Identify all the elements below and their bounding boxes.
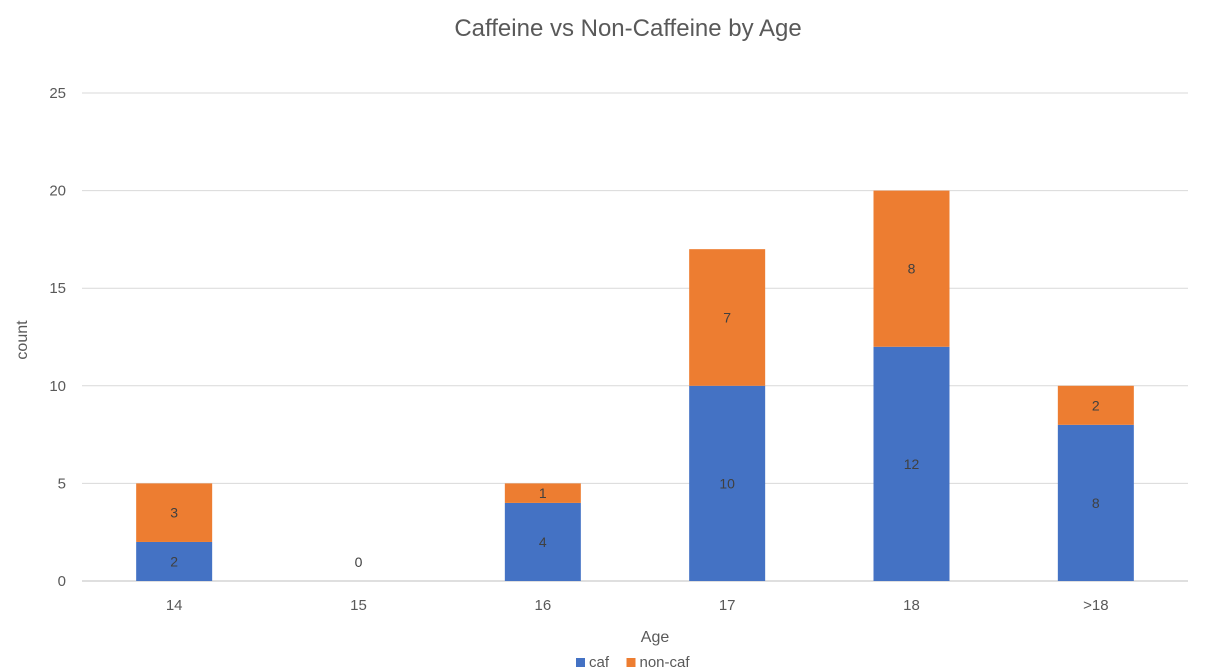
bars <box>136 190 1134 581</box>
bar-caf <box>689 385 766 581</box>
x-tick-label: >18 <box>1083 597 1108 614</box>
bar-caf <box>136 541 213 581</box>
legend-label: non-caf <box>640 654 691 671</box>
x-tick-label: 14 <box>166 597 183 614</box>
x-tick-label: 16 <box>534 597 551 614</box>
x-tick-label: 18 <box>903 597 920 614</box>
bar-non-caf <box>136 483 213 542</box>
legend-swatch-non-caf <box>626 658 636 667</box>
y-axis-ticks: 0 5 10 15 20 25 <box>49 85 66 590</box>
legend-swatch-caf <box>576 658 585 667</box>
y-axis-title: count <box>14 320 31 360</box>
y-tick-label: 20 <box>49 183 66 200</box>
bar-non-caf <box>873 190 950 347</box>
bar-caf <box>504 502 581 581</box>
y-tick-label: 15 <box>49 280 66 297</box>
bar-caf <box>873 346 950 581</box>
y-tick-label: 10 <box>49 378 66 395</box>
x-axis-ticks: 14 15 16 17 18 >18 <box>166 597 1109 614</box>
chart-title: Caffeine vs Non-Caffeine by Age <box>454 15 801 42</box>
y-tick-label: 0 <box>58 573 66 590</box>
bar-non-caf <box>689 249 766 386</box>
data-label: 0 <box>355 554 363 570</box>
data-label: 3 <box>170 505 178 521</box>
data-label: 1 <box>539 485 547 501</box>
bar-non-caf <box>1057 385 1134 425</box>
x-tick-label: 15 <box>350 597 367 614</box>
legend: caf non-caf <box>576 654 690 671</box>
y-tick-label: 5 <box>58 475 66 492</box>
data-label: 12 <box>904 456 920 472</box>
x-axis-title: Age <box>641 629 670 646</box>
data-label: 4 <box>539 534 547 550</box>
bar-non-caf <box>504 483 581 503</box>
data-label: 2 <box>1092 397 1100 413</box>
data-label: 8 <box>1092 495 1100 511</box>
bar-caf <box>1057 424 1134 581</box>
data-label: 7 <box>723 309 731 325</box>
legend-label: caf <box>589 654 610 671</box>
gridlines <box>82 92 1188 582</box>
data-label: 8 <box>908 261 916 277</box>
x-tick-label: 17 <box>719 597 736 614</box>
y-tick-label: 25 <box>49 85 66 102</box>
data-label: 10 <box>719 475 735 491</box>
data-labels: 2 3 0 4 1 10 7 12 8 8 2 <box>170 261 1100 570</box>
data-label: 2 <box>170 553 178 569</box>
